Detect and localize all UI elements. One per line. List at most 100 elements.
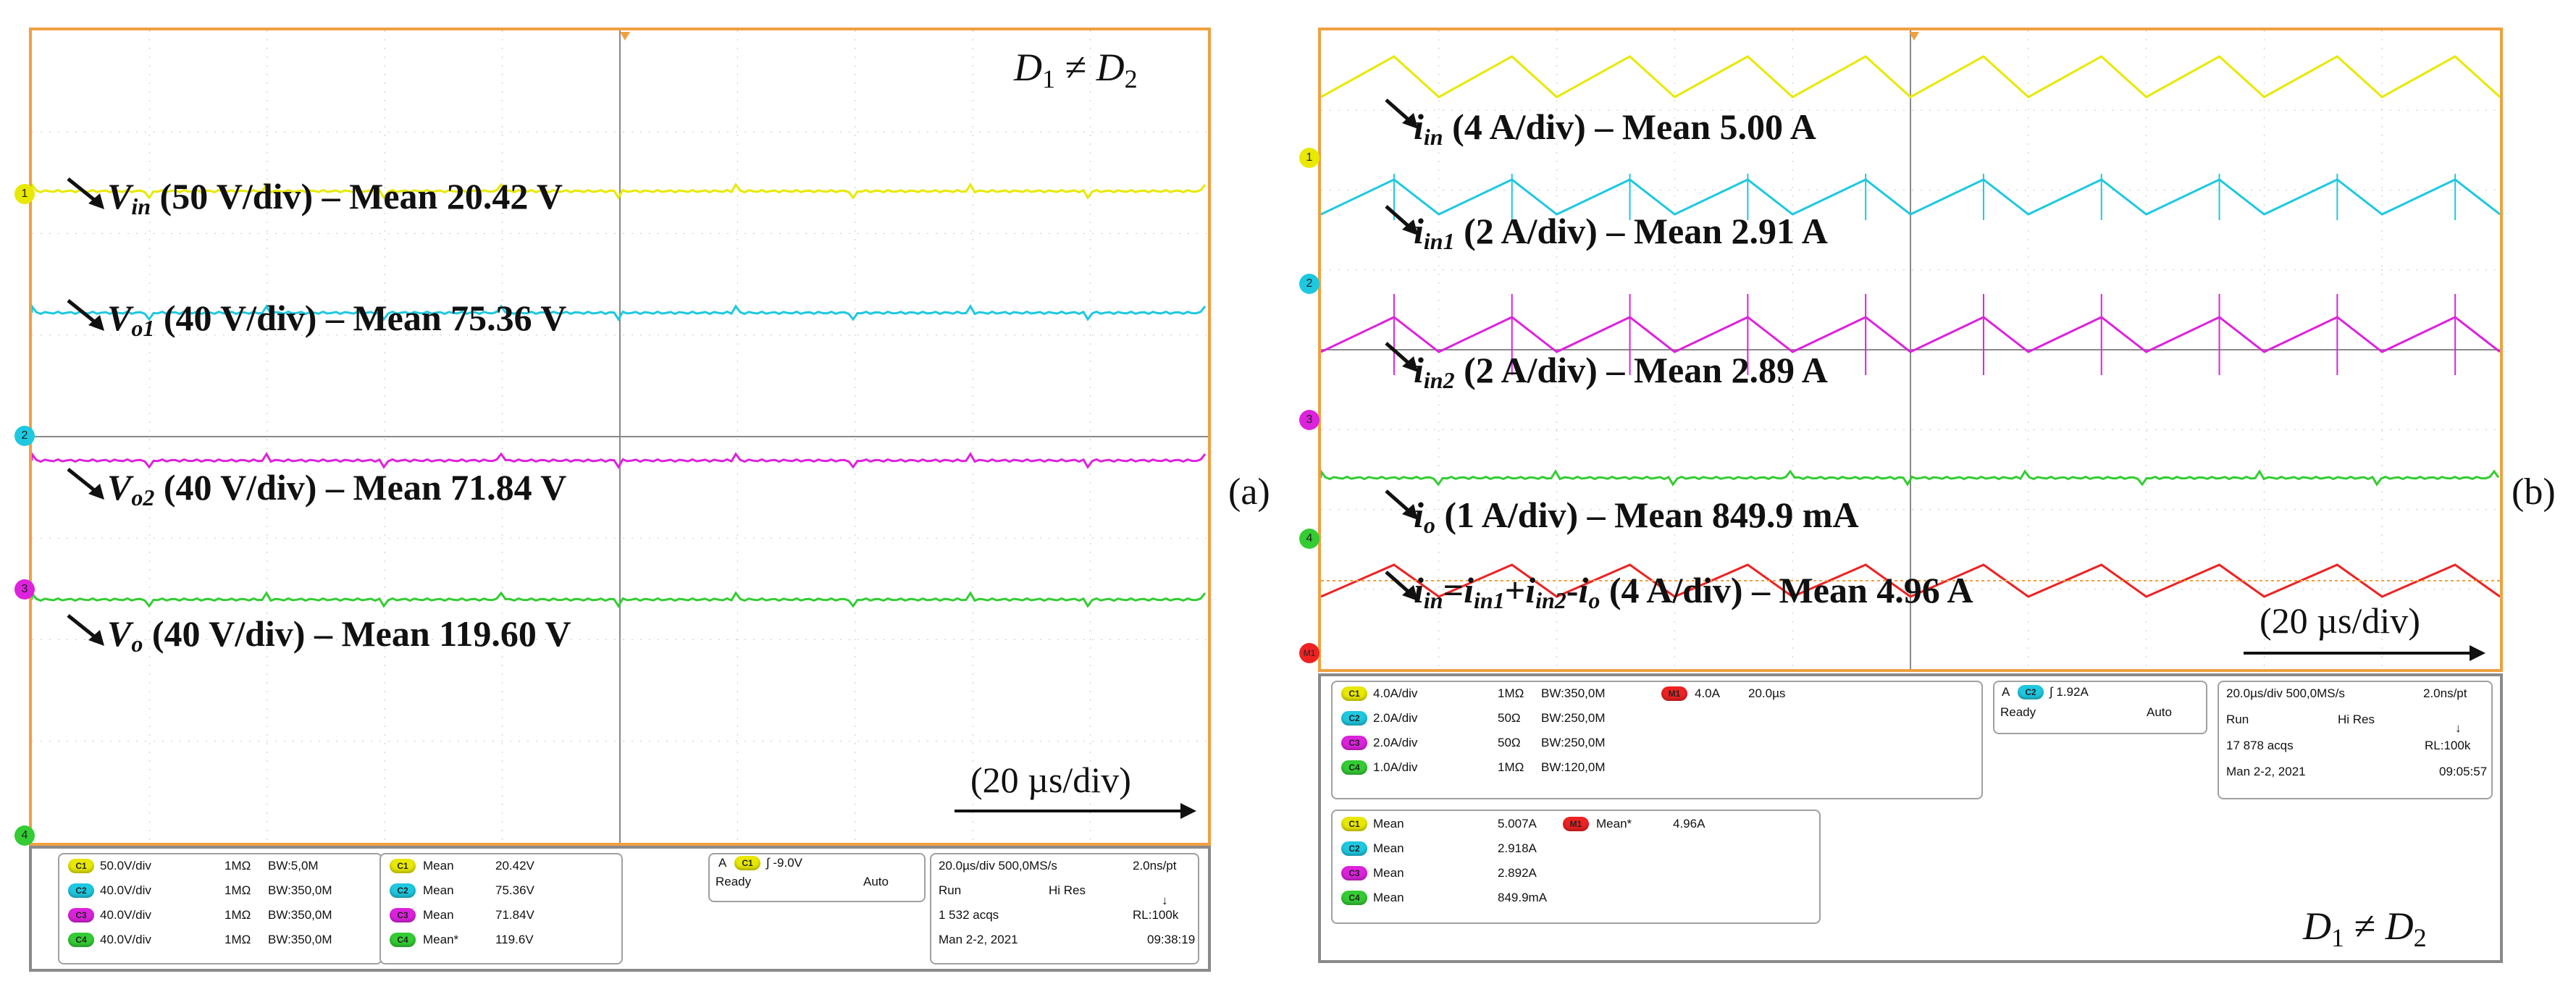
trigger-state-a: Ready <box>716 875 752 888</box>
channel-scale-a-3: 40.0V/div <box>100 933 151 946</box>
measurements-a <box>379 853 623 964</box>
channel-badge-a-c4: C4 <box>68 933 94 947</box>
acq-timebase-a: 20.0µs/div 500,0MS/s <box>939 859 1057 873</box>
annotation-arrow-a-1 <box>67 299 98 325</box>
channel-impedance-a-1: 1MΩ <box>225 883 251 897</box>
channel-bandwidth-b-3: BW:120,0M <box>1541 760 1606 774</box>
mean-badge-b-c2: C2 <box>1341 841 1367 856</box>
mean-label-a-2: Mean <box>423 908 454 922</box>
annotation-arrow-b-1 <box>1385 205 1412 230</box>
waveform-plot-b <box>1321 30 2500 669</box>
channel-impedance-b-2: 50Ω <box>1498 736 1521 749</box>
acq-time-b: 09:05:57 <box>2439 765 2488 778</box>
channel-badge-b-c4: C4 <box>1341 760 1367 775</box>
acq-res-a: Hi Res <box>1049 883 1086 897</box>
duty-note-a: D1 ≠ D2 <box>1014 46 1138 93</box>
mean-badge-a-c4: C4 <box>390 933 416 947</box>
channel-settings-a <box>58 853 382 964</box>
mean-value-b-3: 849.9mA <box>1498 891 1548 904</box>
annotation-arrowhead-a-0 <box>88 193 104 209</box>
annotation-vo2: Vo2 (40 V/div) – Mean 71.84 V <box>107 467 567 510</box>
annotation-vin: Vin (50 V/div) – Mean 20.42 V <box>107 176 563 219</box>
mean-badge-a-c2: C2 <box>390 883 416 898</box>
channel-marker-4: 4 <box>14 825 35 846</box>
annotation-arrow-a-3 <box>67 614 98 640</box>
channel-scale-a-2: 40.0V/div <box>100 908 151 922</box>
channel-marker-b1: 1 <box>1299 148 1320 168</box>
annotation-arrowhead-b-0 <box>1402 113 1418 129</box>
annotation-iin: iin (4 A/div) – Mean 5.00 A <box>1414 106 1816 150</box>
measurements-b <box>1331 810 1821 924</box>
channel-scale-b-2: 2.0A/div <box>1373 736 1418 749</box>
mean-badge-a-c3: C3 <box>390 908 416 922</box>
trigger-source-letter-a: A <box>718 856 727 870</box>
channel-bandwidth-a-2: BW:350,0M <box>268 908 332 922</box>
annotation-iin-sum: iin=iin1+iin2-io (4 A/div) – Mean 4.96 A <box>1414 570 1973 613</box>
annotation-arrow-b-0 <box>1385 98 1412 123</box>
acquisition-box-a <box>930 853 1199 964</box>
mean-label-b-0: Mean <box>1373 817 1404 831</box>
acq-date-a: Man 2-2, 2021 <box>939 933 1018 946</box>
channel-badge-a-c3: C3 <box>68 908 94 922</box>
annotation-arrowhead-b-3 <box>1402 504 1418 520</box>
channel-bandwidth-b-0: BW:350,0M <box>1541 686 1606 700</box>
channel-impedance-b-1: 50Ω <box>1498 711 1521 725</box>
channel-impedance-a-2: 1MΩ <box>225 908 251 922</box>
trace-vo <box>32 591 1207 608</box>
channel-badge-a-c1: C1 <box>68 859 94 873</box>
trigger-position-marker-b <box>1909 32 1919 41</box>
channel-impedance-b-0: 1MΩ <box>1498 686 1524 700</box>
trigger-source-letter-b: A <box>2002 685 2010 699</box>
channel-badge-b-c1: C1 <box>1341 686 1367 701</box>
acq-arrow-a: ↓ <box>1162 894 1168 907</box>
annotation-arrowhead-a-3 <box>88 630 104 646</box>
trace-vo1 <box>32 304 1207 321</box>
math-mean-value-b: 4.96A <box>1673 817 1706 831</box>
trace-iin1 <box>1321 178 2500 216</box>
channel-marker-b2: 2 <box>1299 274 1320 294</box>
math-marker-m1: M1 <box>1299 643 1320 663</box>
channel-scale-b-3: 1.0A/div <box>1373 760 1418 774</box>
channel-scale-b-1: 2.0A/div <box>1373 711 1418 725</box>
acq-pt-b: 2.0ns/pt <box>2423 686 2467 700</box>
acq-count-a: 1 532 acqs <box>939 908 999 922</box>
annotation-arrow-a-0 <box>67 177 98 203</box>
math-badge-b: M1 <box>1661 686 1687 701</box>
duty-note-b: D1 ≠ D2 <box>2303 904 2427 952</box>
acq-date-b: Man 2-2, 2021 <box>2226 765 2306 778</box>
channel-marker-3: 3 <box>14 579 35 600</box>
timebase-label-b: (20 µs/div) <box>2260 600 2420 641</box>
annotation-arrowhead-a-1 <box>88 315 104 331</box>
acq-rl-b: RL:100k <box>2425 739 2471 752</box>
mean-value-b-2: 2.892A <box>1498 866 1537 880</box>
annotation-iin1: iin1 (2 A/div) – Mean 2.91 A <box>1414 211 1828 254</box>
mean-value-a-3: 119.6V <box>495 933 534 946</box>
annotation-vo: Vo (40 V/div) – Mean 119.60 V <box>107 613 571 657</box>
timebase-arrow-a <box>955 803 1196 819</box>
channel-badge-b-c3: C3 <box>1341 736 1367 750</box>
channel-bandwidth-a-3: BW:350,0M <box>268 933 332 946</box>
trace-io <box>1321 469 2500 487</box>
trigger-badge-b: C2 <box>2018 685 2044 699</box>
acq-time-a: 09:38:19 <box>1147 933 1196 946</box>
annotation-vo1: Vo1 (40 V/div) – Mean 75.36 V <box>107 298 567 341</box>
annotation-arrowhead-b-4 <box>1402 585 1418 601</box>
trigger-mode-a: Auto <box>863 875 889 888</box>
annotation-io: io (1 A/div) – Mean 849.9 mA <box>1414 495 1859 538</box>
mean-value-a-1: 75.36V <box>495 883 534 897</box>
trace-vin <box>32 182 1207 200</box>
info-bar-a: C1 50.0V/div 1MΩ BW:5,0M C2 40.0V/div 1MΩ BW:35… <box>29 846 1211 972</box>
acq-arrow-b: ↓ <box>2455 721 2462 735</box>
timebase-label-a: (20 µs/div) <box>970 760 1131 800</box>
mean-badge-b-c4: C4 <box>1341 891 1367 905</box>
math-mean-label-b: Mean* <box>1596 817 1632 831</box>
annotation-iin2: iin2 (2 A/div) – Mean 2.89 A <box>1414 350 1828 393</box>
annotation-arrowhead-b-2 <box>1402 356 1418 372</box>
channel-impedance-a-0: 1MΩ <box>225 859 251 873</box>
channel-scale-a-1: 40.0V/div <box>100 883 151 897</box>
trigger-mode-b: Auto <box>2147 705 2172 719</box>
mean-value-a-0: 20.42V <box>495 859 534 873</box>
acq-pt-a: 2.0ns/pt <box>1133 859 1177 873</box>
mean-value-b-1: 2.918A <box>1498 841 1537 855</box>
mean-badge-a-c1: C1 <box>390 859 416 873</box>
